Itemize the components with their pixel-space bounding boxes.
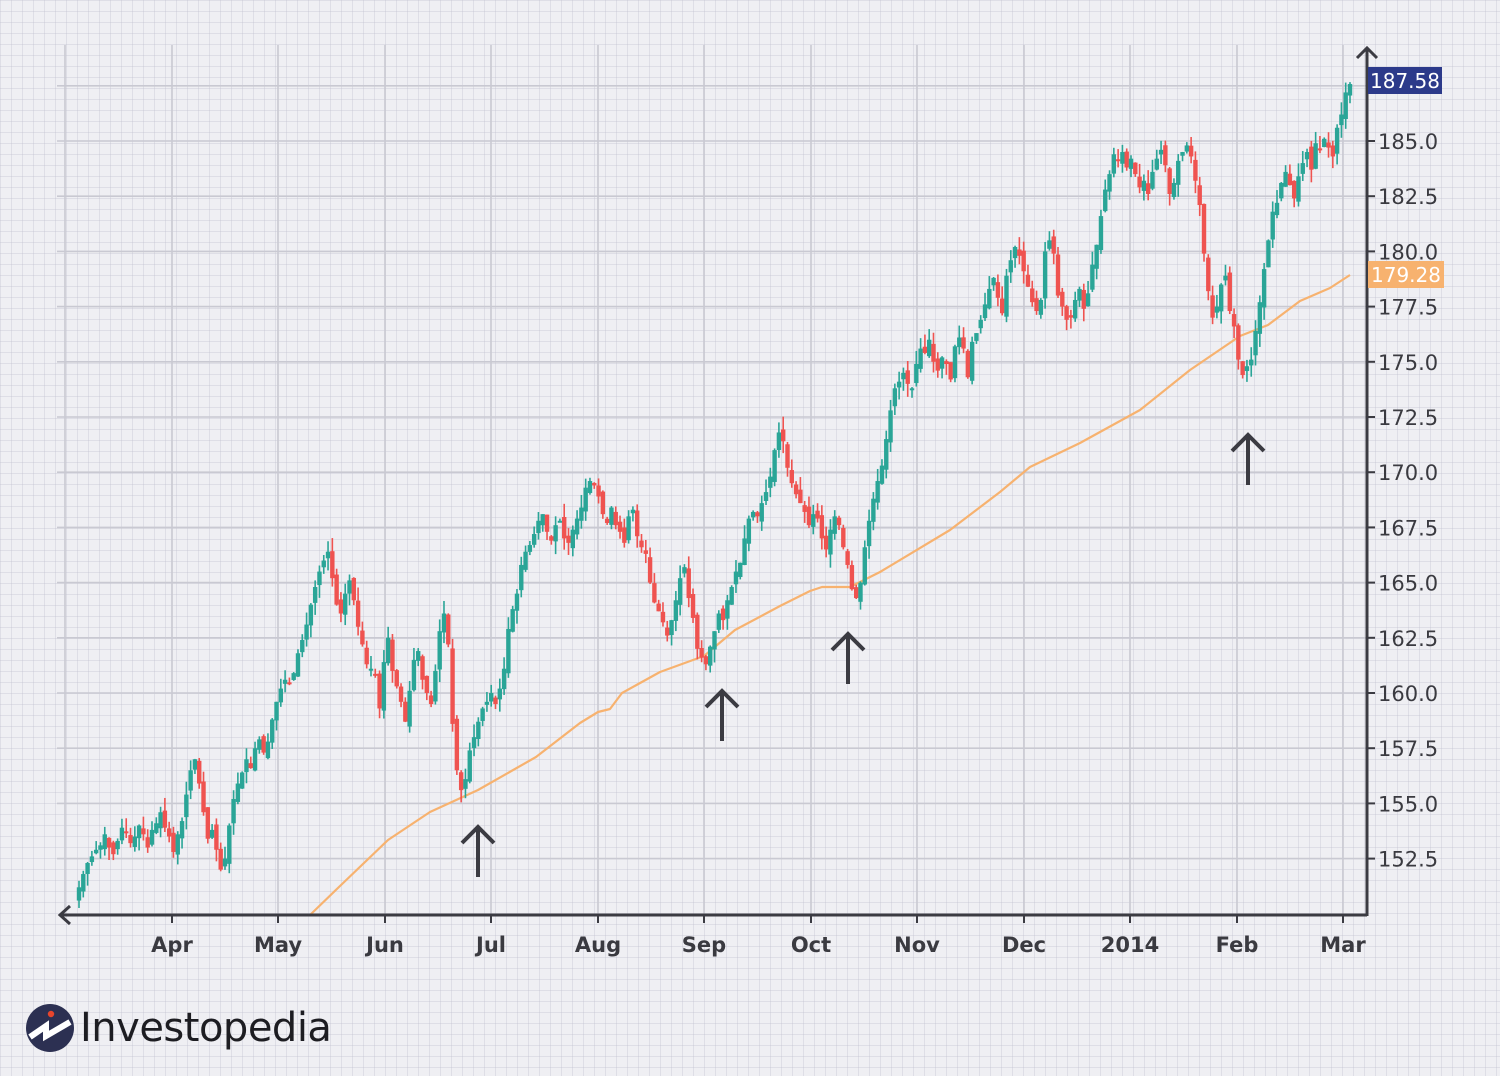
x-tick-label: Oct [791,933,831,957]
x-tick-label: Feb [1216,933,1259,957]
y-tick-label: 167.5 [1378,516,1438,540]
y-tick-label: 185.0 [1378,130,1438,154]
y-tick-label: 155.0 [1378,792,1438,816]
last-price-value: 187.58 [1370,69,1440,93]
y-tick-label: 175.0 [1378,351,1438,375]
price-badges: 187.58 179.28 [1368,67,1444,288]
x-tick-label: Aug [575,933,621,957]
y-tick-label: 152.5 [1378,848,1438,872]
y-tick-label: 182.5 [1378,185,1438,209]
moving-average-value: 179.28 [1371,263,1441,287]
axes [57,45,1379,926]
y-tick-label: 170.0 [1378,461,1438,485]
x-tick-label: Sep [682,933,726,957]
x-tick-label: May [254,933,302,957]
last-price-badge [1368,67,1442,94]
y-tick-label: 162.5 [1378,627,1438,651]
x-tick-label: Apr [151,933,193,957]
y-tick-label: 160.0 [1378,682,1438,706]
y-tick-label: 177.5 [1378,296,1438,320]
candlestick-series [76,82,1353,908]
moving-average-line [309,274,1351,916]
x-tick-label: Jul [474,933,506,957]
y-tick-label: 165.0 [1378,572,1438,596]
x-tick-label: Mar [1320,933,1366,957]
logo-mark-icon [26,1004,74,1052]
x-axis-labels: Apr May Jun Jul Aug Sep Oct Nov Dec 2014 Feb Mar [151,933,1366,957]
moving-average-badge [1368,261,1444,288]
y-tick-label: 172.5 [1378,406,1438,430]
y-axis-labels: 152.5 155.0 157.5 160.0 162.5 165.0 167.5 170.0… [1367,130,1438,872]
price-chart: 152.5 155.0 157.5 160.0 162.5 165.0 167.5 170.0… [57,45,1444,957]
logo-text: Investopedia [80,1005,332,1051]
y-tick-label: 180.0 [1378,240,1438,264]
annotation-arrows [460,432,1266,877]
x-tick-label: Nov [894,933,940,957]
x-tick-label: Dec [1002,933,1046,957]
y-tick-label: 157.5 [1378,737,1438,761]
x-tick-label: Jun [364,933,404,957]
investopedia-logo: Investopedia [26,1004,332,1052]
x-tick-label: 2014 [1101,933,1159,957]
